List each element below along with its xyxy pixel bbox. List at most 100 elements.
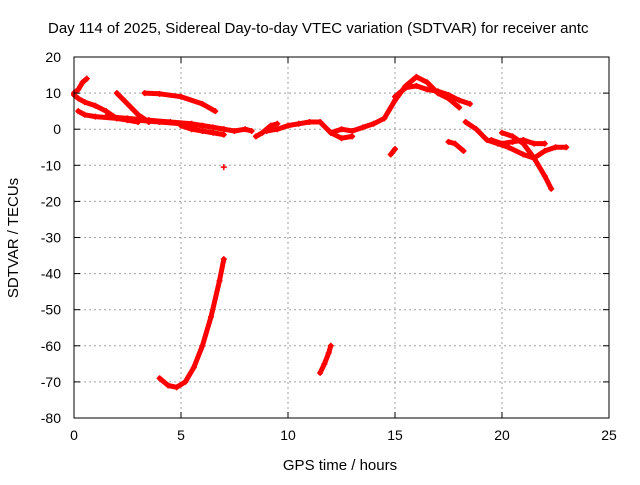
data-point [456, 104, 463, 111]
data-point [349, 128, 356, 135]
x-tick-label: 15 [387, 427, 403, 443]
data-point [178, 93, 184, 100]
data-point [188, 120, 195, 127]
data-point [173, 384, 180, 391]
data-series-arc-f [141, 90, 219, 115]
data-point [145, 117, 152, 124]
data-point [460, 147, 467, 154]
data-point [92, 102, 99, 109]
data-point [434, 88, 441, 95]
data-point [541, 140, 548, 147]
data-point [212, 108, 219, 115]
data-point [274, 126, 281, 133]
data-point [381, 115, 388, 122]
data-point [220, 164, 227, 171]
data-point [267, 122, 274, 129]
data-point [563, 144, 570, 151]
data-point [413, 82, 420, 89]
data-point [370, 120, 377, 127]
data-point [541, 147, 548, 154]
data-point [509, 138, 516, 145]
y-tick-label: -40 [41, 266, 61, 282]
x-tick-label: 20 [494, 427, 510, 443]
y-tick-label: -10 [41, 157, 61, 173]
data-point [156, 375, 163, 382]
data-point [220, 131, 227, 138]
data-point [252, 133, 259, 140]
y-tick-label: -50 [41, 302, 61, 318]
y-tick-label: 20 [45, 49, 61, 65]
data-point [338, 135, 345, 142]
data-point [220, 256, 227, 263]
data-point [188, 126, 195, 133]
data-point [520, 151, 527, 158]
data-point [75, 86, 82, 93]
series-line [317, 343, 334, 376]
data-point [520, 140, 527, 147]
data-point [325, 350, 332, 357]
data-point [103, 108, 110, 115]
data-point [466, 100, 473, 107]
data-series-arc-q [387, 146, 398, 158]
x-tick-label: 10 [280, 427, 296, 443]
data-point [178, 122, 184, 129]
data-point [306, 118, 313, 125]
data-point [242, 126, 249, 133]
data-point [387, 151, 394, 158]
data-point [92, 113, 99, 120]
data-series-arc-g [178, 122, 227, 138]
chart-title: Day 114 of 2025, Sidereal Day-to-day VTE… [48, 20, 589, 37]
data-point [413, 73, 420, 80]
data-point [451, 140, 458, 147]
data-point [199, 128, 206, 135]
data-series-arc-h [220, 126, 255, 135]
data-point [285, 122, 291, 129]
data-point [124, 115, 131, 122]
y-tick-label: 10 [45, 85, 61, 101]
data-point [548, 185, 555, 192]
data-point [103, 113, 110, 120]
data-point [75, 95, 82, 102]
data-point [317, 369, 324, 376]
data-series-arc-r [156, 256, 227, 391]
data-point [359, 124, 366, 131]
data-point [141, 90, 148, 97]
data-point [199, 342, 206, 349]
series-line [71, 76, 90, 96]
data-point [392, 93, 398, 100]
data-point [509, 133, 516, 140]
data-point [349, 133, 356, 140]
data-point [402, 84, 409, 91]
data-point [541, 173, 548, 180]
data-point [424, 86, 431, 93]
y-tick-label: -70 [41, 374, 61, 390]
data-point [552, 144, 559, 151]
y-tick-label: -30 [41, 230, 61, 246]
data-point [488, 137, 495, 144]
data-layer [71, 73, 570, 391]
data-point [75, 108, 82, 115]
data-point [113, 90, 120, 97]
series-line [463, 119, 569, 161]
data-point [231, 128, 238, 135]
data-point [182, 378, 189, 385]
data-point [124, 100, 131, 107]
data-point [456, 97, 463, 104]
y-tick-label: -60 [41, 338, 61, 354]
data-series-arc-p [445, 138, 467, 154]
data-point [210, 129, 217, 136]
data-point [445, 91, 452, 98]
data-point [207, 313, 214, 320]
data-point [199, 100, 206, 107]
data-point [190, 364, 197, 371]
data-point [505, 144, 512, 151]
data-point [263, 128, 270, 135]
data-point [274, 120, 281, 127]
data-point [81, 111, 88, 118]
data-point [167, 118, 174, 125]
data-point [338, 126, 345, 133]
x-tick-label: 5 [177, 427, 185, 443]
